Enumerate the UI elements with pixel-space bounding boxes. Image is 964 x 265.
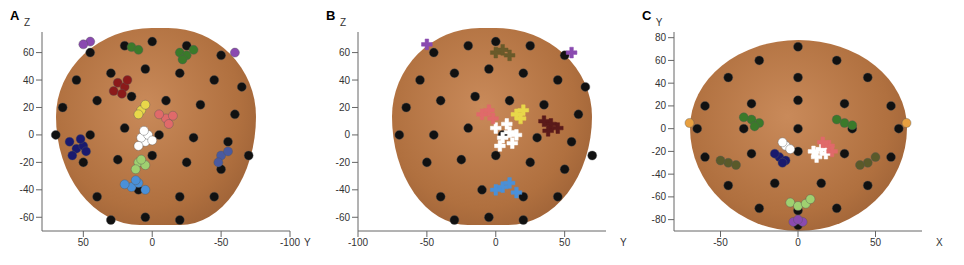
svg-text:80: 80: [655, 32, 667, 43]
svg-text:-40: -40: [652, 169, 667, 180]
svg-text:50: 50: [78, 237, 90, 248]
svg-text:-100: -100: [348, 237, 368, 248]
svg-text:-60: -60: [652, 191, 667, 202]
svg-text:-40: -40: [20, 184, 35, 195]
svg-text:40: 40: [339, 75, 351, 86]
svg-text:20: 20: [655, 100, 667, 111]
svg-text:-20: -20: [336, 157, 351, 168]
html-text:C: C: [642, 8, 652, 23]
svg-text:20: 20: [23, 102, 35, 113]
svg-text:50: 50: [870, 237, 882, 248]
svg-text:-80: -80: [652, 214, 667, 225]
html-text:B: B: [326, 8, 336, 23]
html-text:A: A: [10, 8, 20, 23]
svg-text:-50: -50: [214, 237, 229, 248]
svg-text:0: 0: [493, 237, 499, 248]
svg-text:-40: -40: [336, 184, 351, 195]
svg-text:0: 0: [149, 237, 155, 248]
svg-text:-60: -60: [336, 212, 351, 223]
svg-text:-50: -50: [713, 237, 728, 248]
svg-text:0: 0: [660, 123, 666, 134]
svg-text:-20: -20: [652, 146, 667, 157]
svg-text:Y: Y: [656, 17, 663, 28]
svg-text:60: 60: [23, 47, 35, 58]
svg-text:60: 60: [339, 47, 351, 58]
svg-text:-50: -50: [420, 237, 435, 248]
svg-text:Z: Z: [24, 17, 30, 28]
svg-text:Y: Y: [304, 237, 311, 248]
svg-text:Y: Y: [620, 237, 627, 248]
svg-text:Z: Z: [340, 17, 346, 28]
svg-text:-20: -20: [20, 157, 35, 168]
svg-text:-60: -60: [20, 212, 35, 223]
svg-text:0: 0: [344, 129, 350, 140]
svg-text:0: 0: [795, 237, 801, 248]
svg-text:60: 60: [655, 55, 667, 66]
svg-text:40: 40: [23, 75, 35, 86]
svg-text:-100: -100: [280, 237, 300, 248]
svg-text:50: 50: [559, 237, 571, 248]
svg-text:X: X: [936, 237, 943, 248]
svg-text:20: 20: [339, 102, 351, 113]
svg-text:40: 40: [655, 78, 667, 89]
svg-text:0: 0: [28, 129, 34, 140]
